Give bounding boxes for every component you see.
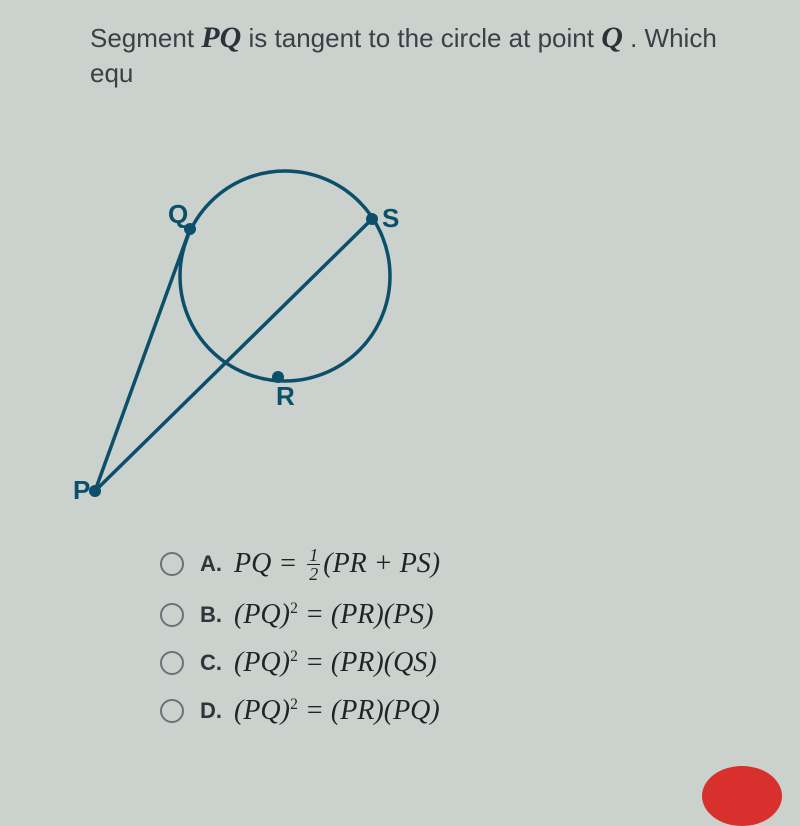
option-formula: (PQ)2 = (PR)(PS) <box>234 599 434 631</box>
q-mid: is tangent to the circle at point <box>249 23 602 53</box>
radio-icon <box>160 651 184 675</box>
option-a[interactable]: A. PQ = 12(PR + PS) <box>160 546 760 583</box>
radio-icon <box>160 603 184 627</box>
option-formula: (PQ)2 = (PR)(PQ) <box>234 695 440 727</box>
option-formula: (PQ)2 = (PR)(QS) <box>234 647 437 679</box>
question-text: Segment PQ is tangent to the circle at p… <box>90 18 760 91</box>
svg-text:Q: Q <box>168 199 188 229</box>
svg-text:P: P <box>73 475 90 501</box>
radio-icon <box>160 699 184 723</box>
option-b[interactable]: B. (PQ)2 = (PR)(PS) <box>160 599 760 631</box>
q-prefix: Segment <box>90 23 201 53</box>
q-pt: Q <box>601 21 623 54</box>
red-corner-blob <box>702 766 782 826</box>
answer-options: A. PQ = 12(PR + PS) B. (PQ)2 = (PR)(PS) … <box>160 546 760 727</box>
circle-diagram: P Q S R <box>70 121 430 501</box>
svg-text:S: S <box>382 203 399 233</box>
option-c[interactable]: C. (PQ)2 = (PR)(QS) <box>160 647 760 679</box>
svg-text:R: R <box>276 381 295 411</box>
radio-icon <box>160 552 184 576</box>
option-letter: B. <box>200 602 234 628</box>
option-letter: D. <box>200 698 234 724</box>
q-seg: PQ <box>201 21 241 54</box>
option-formula: PQ = 12(PR + PS) <box>234 546 440 583</box>
option-letter: C. <box>200 650 234 676</box>
option-letter: A. <box>200 551 234 577</box>
option-d[interactable]: D. (PQ)2 = (PR)(PQ) <box>160 695 760 727</box>
